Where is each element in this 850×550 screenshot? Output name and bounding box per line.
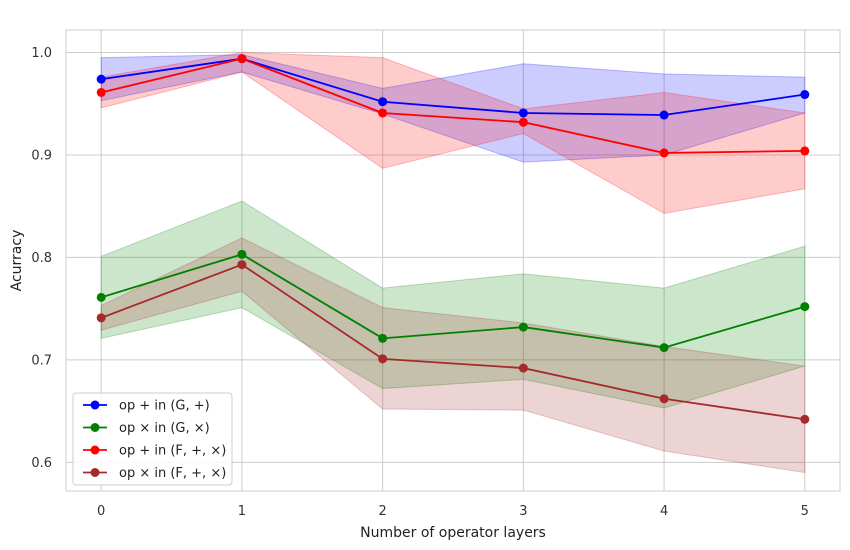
y-tick-label: 0.9 (31, 148, 52, 163)
legend-marker-op-in-g (90, 423, 100, 432)
data-point-op-in-f (237, 260, 247, 270)
confidence-band-op-in-f (100, 52, 806, 214)
data-point-op-in-f (518, 363, 528, 373)
legend-label-op-in-g: op × in (G, ×) (119, 421, 210, 436)
confidence-band-op-in-g (100, 200, 806, 409)
x-tick-label: 5 (801, 504, 809, 519)
legend-label-op-in-f: op × in (F, +, ×) (119, 466, 226, 481)
legend-box (72, 392, 233, 486)
x-tick-label: 2 (378, 504, 386, 519)
data-point-op-in-g (518, 108, 528, 118)
data-point-op-in-f (96, 87, 106, 97)
series-line-op-in-g (101, 57, 805, 116)
y-tick-labels: 0.6 0.7 0.8 0.9 1.0 (31, 46, 52, 471)
plot-frame (65, 29, 841, 492)
legend-label-op-in-g: op + in (G, +) (119, 399, 210, 414)
data-point-op-in-f (659, 148, 669, 158)
confidence-band-op-in-f (100, 237, 806, 474)
data-point-op-in-f (378, 354, 388, 364)
data-point-op-in-g (378, 97, 388, 107)
data-point-op-in-f (800, 414, 810, 424)
y-axis-title: Acurracy (9, 230, 25, 292)
x-tick-labels: 0 1 2 3 4 5 (97, 504, 809, 519)
confidence-bands (100, 52, 806, 474)
data-point-op-in-f (237, 54, 247, 64)
confidence-band-op-in-g (100, 54, 806, 163)
data-point-op-in-g (800, 90, 810, 100)
series-line-op-in-f (100, 57, 805, 154)
y-tick-label: 1.0 (31, 46, 52, 61)
data-point-op-in-g (659, 110, 669, 120)
data-point-op-in-g (96, 74, 106, 84)
y-tick-label: 0.6 (31, 456, 52, 471)
data-point-op-in-f (378, 108, 388, 118)
legend-marker-op-in-f (90, 468, 100, 477)
y-tick-label: 0.8 (31, 251, 52, 266)
data-point-op-in-g (518, 322, 528, 332)
legend: op + in (G, +) op × in (G, ×) op + in (F, … (72, 392, 233, 486)
data-point-op-in-f (800, 146, 810, 156)
x-axis-title: Number of operator layers (360, 525, 546, 541)
x-tick-label: 3 (519, 504, 527, 519)
data-point-op-in-f (96, 313, 106, 323)
x-tick-label: 4 (660, 504, 668, 519)
series-line-op-in-f (100, 263, 805, 421)
y-tick-label: 0.7 (31, 353, 52, 368)
legend-marker-op-in-f (90, 445, 100, 455)
x-tick-label: 1 (238, 504, 246, 519)
series-lines (100, 57, 806, 421)
data-point-op-in-g (237, 249, 247, 259)
series-markers (96, 54, 810, 424)
data-point-op-in-f (518, 117, 528, 127)
x-tick-label: 0 (97, 504, 105, 519)
series-line-op-in-g (100, 253, 806, 349)
data-point-op-in-f (659, 394, 669, 404)
legend-marker-op-in-g (90, 400, 100, 410)
data-point-op-in-g (96, 292, 106, 302)
legend-label-op-in-f: op + in (F, +, ×) (119, 444, 226, 459)
data-point-op-in-g (659, 343, 669, 353)
data-point-op-in-g (378, 333, 388, 343)
data-point-op-in-g (800, 302, 810, 312)
